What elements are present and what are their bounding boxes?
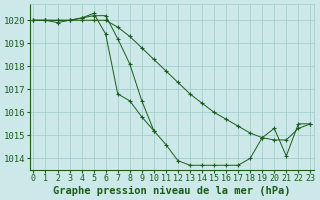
X-axis label: Graphe pression niveau de la mer (hPa): Graphe pression niveau de la mer (hPa) — [53, 186, 291, 196]
